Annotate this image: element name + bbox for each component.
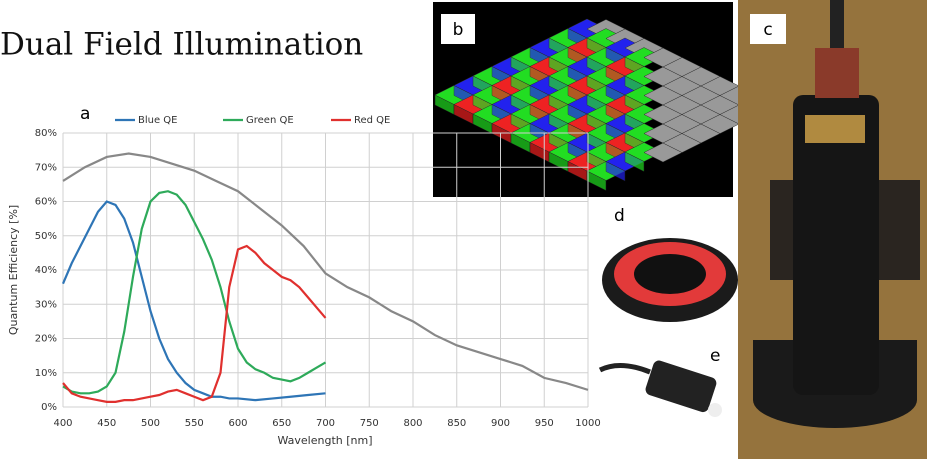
bayer-side: [605, 161, 626, 182]
panel-label: a: [80, 104, 90, 124]
x-tick-label: 950: [535, 418, 554, 429]
y-tick-label: 10%: [35, 368, 57, 379]
label-box: [441, 14, 475, 44]
y-tick-label: 60%: [35, 197, 57, 208]
x-tick-label: 800: [403, 418, 422, 429]
x-tick-label: 750: [360, 418, 379, 429]
x-tick-label: 500: [141, 418, 160, 429]
lens-ring: [805, 115, 865, 143]
series-line: [62, 244, 327, 403]
panel-label: b: [453, 20, 464, 40]
panel-label: d: [614, 206, 625, 226]
panel-label: e: [710, 346, 720, 366]
y-tick-label: 0%: [41, 402, 57, 413]
bayer-side: [586, 170, 607, 191]
x-tick-label: 600: [228, 418, 247, 429]
y-tick-label: 20%: [35, 334, 57, 345]
x-tick-label: 1000: [575, 418, 600, 429]
x-tick-label: 550: [185, 418, 204, 429]
bayer-pattern: [434, 18, 778, 191]
series-line: [62, 152, 589, 391]
x-tick-label: 850: [447, 418, 466, 429]
x-tick-label: 650: [272, 418, 291, 429]
y-tick-label: 40%: [35, 265, 57, 276]
plot: 400 450 500 550 600 650 700 750 800 850 900 950 1000…: [35, 115, 601, 429]
series-line: [61, 200, 326, 402]
figure-title: Dual Field Illumination: [0, 27, 363, 63]
spot-lens: [708, 403, 722, 417]
y-tick-label: 70%: [35, 162, 57, 173]
legend-label: Blue QE: [138, 115, 178, 126]
cable: [830, 0, 844, 48]
x-axis-label: Wavelength [nm]: [277, 434, 372, 447]
light-cable: [598, 363, 651, 375]
y-tick-label: 80%: [35, 128, 57, 139]
bayer-side: [624, 151, 645, 172]
legend-label: Green QE: [246, 115, 294, 126]
series-line: [62, 190, 327, 395]
x-tick-label: 450: [97, 418, 116, 429]
label-box: [750, 14, 786, 44]
x-tick-label: 400: [53, 418, 72, 429]
legend-label: Red QE: [354, 115, 390, 126]
spot-light: [645, 360, 717, 413]
y-axis-label: Quantum Efficiency [%]: [7, 205, 20, 335]
x-tick-label: 900: [491, 418, 510, 429]
ring-hole: [634, 254, 706, 294]
x-tick-label: 700: [316, 418, 335, 429]
lens: [793, 95, 879, 395]
y-tick-label: 30%: [35, 299, 57, 310]
y-tick-label: 50%: [35, 231, 57, 242]
camera: [815, 48, 859, 98]
panel-label: c: [763, 20, 772, 40]
